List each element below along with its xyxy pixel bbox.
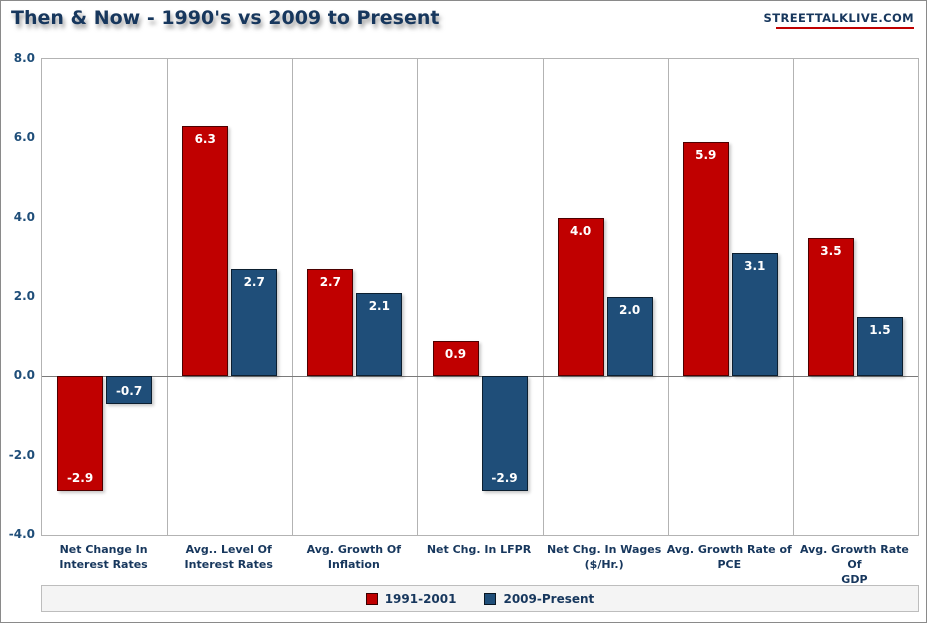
- bar-1991-2001: [557, 217, 604, 377]
- column-separator: [292, 59, 294, 535]
- y-axis: 8.0 6.0 4.0 2.0 0.0 -2.0 -4.0: [1, 51, 39, 541]
- column-separator: [167, 59, 169, 535]
- category-label-line: Avg. Growth Of: [306, 543, 402, 556]
- bar-value-label: 3.1: [744, 259, 766, 274]
- bar-2009-present: [106, 376, 153, 405]
- category-label: Avg.. Level Of Interest Rates: [166, 543, 291, 573]
- y-tick-label: 2.0: [13, 289, 35, 303]
- column-separator: [417, 59, 419, 535]
- y-tick-label: 6.0: [13, 130, 35, 145]
- category-label-line: Net Change In: [59, 543, 148, 556]
- category-label-line: PCE: [717, 557, 742, 571]
- bar-1991-2001: [57, 376, 104, 492]
- bar-value-label: 2.1: [368, 299, 390, 314]
- bar-1991-2001: [432, 340, 479, 377]
- bar-value-label: 2.7: [243, 275, 265, 290]
- category-label-line: GDP: [841, 572, 868, 586]
- legend-swatch: [484, 592, 497, 605]
- brand-underline: [776, 27, 914, 29]
- bar-value-label: 2.7: [319, 275, 341, 290]
- zero-baseline: [42, 376, 918, 378]
- category-label-line: Avg.. Level Of: [185, 543, 272, 556]
- category-label: Net Chg. In LFPR: [416, 543, 541, 558]
- bar-value-label: -2.9: [66, 471, 94, 486]
- category-label-line: Avg. Growth Rate Of: [799, 543, 909, 571]
- bar-2009-present: [856, 316, 903, 377]
- y-tick-label: -2.0: [8, 447, 35, 462]
- y-tick-label: 0.0: [13, 368, 35, 383]
- category-label: Net Change In Interest Rates: [41, 543, 166, 573]
- bar-value-label: -2.9: [491, 471, 518, 486]
- bar-value-label: 1.5: [869, 322, 891, 337]
- plot-area: -2.9 6.3 2.7 0.9 4.0 5.9 3.5 -0.7 2.7 2.1 -2.9 2.0 3…: [41, 58, 919, 536]
- bar-1991-2001: [807, 237, 854, 377]
- category-label: Avg. Growth Rate of PCE: [667, 543, 792, 573]
- bar-value-label: -0.7: [115, 384, 143, 399]
- y-tick-label: 4.0: [13, 209, 35, 224]
- y-tick-label: 8.0: [13, 51, 35, 65]
- x-axis-labels: Net Change In Interest Rates Avg.. Level O…: [41, 543, 919, 586]
- category-label-line: Avg. Growth Rate of: [666, 543, 792, 556]
- bar-value-label: 5.9: [695, 148, 717, 163]
- bar-2009-present: [481, 376, 528, 492]
- column-separator: [542, 59, 544, 535]
- bar-value-label: 4.0: [570, 223, 592, 238]
- column-separator: [667, 59, 669, 535]
- bar-value-label: 3.5: [820, 243, 842, 258]
- bar-1991-2001: [682, 142, 729, 377]
- category-label-line: Interest Rates: [184, 557, 273, 571]
- legend-label: 2009-Present: [503, 591, 595, 606]
- category-label: Avg. Growth Of Inflation: [291, 543, 416, 573]
- bar-value-label: 0.9: [444, 346, 467, 361]
- legend-label: 1991-2001: [384, 591, 457, 606]
- category-label-line: Net Chg. In LFPR: [426, 543, 532, 556]
- bar-2009-present: [606, 297, 653, 377]
- category-label: Avg. Growth Rate Of GDP: [792, 543, 917, 588]
- bar-value-label: 6.3: [194, 132, 216, 147]
- category-label-line: Inflation: [327, 557, 380, 571]
- bar-value-label: 2.0: [619, 303, 641, 317]
- category-label-line: Net Chg. In Wages: [546, 543, 662, 556]
- legend-item: 1991-2001: [365, 591, 457, 606]
- category-label-line: Interest Rates: [59, 557, 148, 571]
- legend-item: 2009-Present: [484, 592, 594, 606]
- column-separator: [792, 59, 794, 535]
- bar-2009-present: [731, 253, 778, 377]
- bar-1991-2001: [307, 269, 354, 377]
- legend-swatch: [365, 592, 378, 605]
- legend-items: 1991-2001 2009-Present: [365, 591, 594, 606]
- bar-2009-present: [356, 293, 403, 377]
- y-tick-label: -4.0: [8, 527, 35, 541]
- page-title: Then & Now - 1990's vs 2009 to Present: [11, 7, 440, 29]
- legend: 1991-2001 2009-Present: [41, 585, 919, 612]
- bar-2009-present: [231, 269, 278, 377]
- bar-1991-2001: [182, 126, 229, 377]
- brand-logo: STREETTALKLIVE.COM: [763, 11, 914, 25]
- category-label-line: ($/Hr.): [584, 557, 624, 571]
- category-label: Net Chg. In Wages ($/Hr.): [542, 543, 667, 573]
